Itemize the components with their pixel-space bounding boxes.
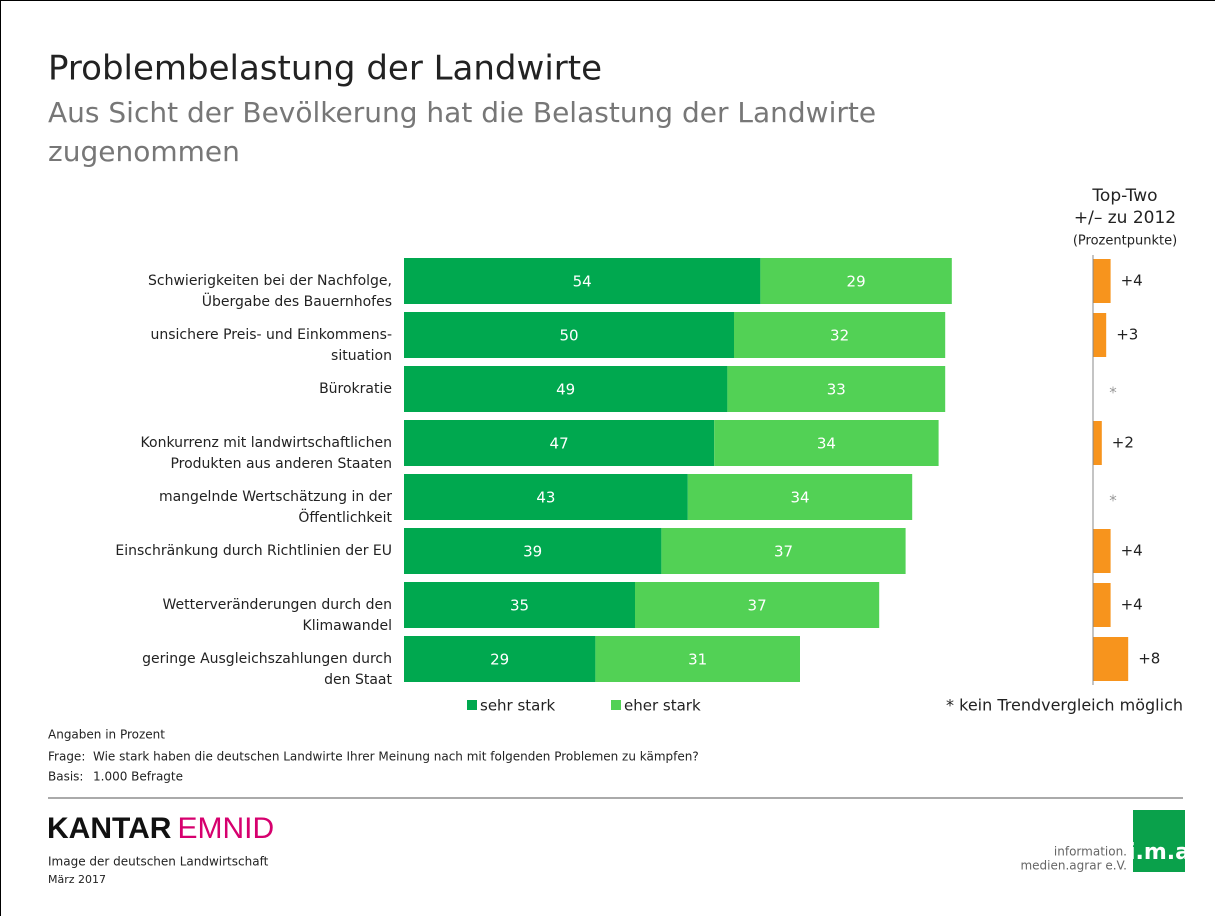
bar-segment: [404, 474, 688, 520]
bar-segment: [595, 636, 800, 682]
change-bar: [1093, 637, 1129, 681]
note: 1.000 Befragte: [93, 770, 183, 784]
ima-logo: i.m.a: [1128, 840, 1190, 865]
data-label: 43: [536, 489, 555, 507]
bar-segment: [760, 258, 952, 304]
change-bar: [1093, 529, 1111, 573]
bar-segment: [687, 474, 913, 520]
data-label: 39: [523, 543, 542, 561]
category-label: Bürokratie: [319, 381, 392, 397]
change-bar: [1093, 583, 1111, 627]
subtitle: Aus Sicht der Bevölkerung hat die Belast…: [48, 96, 876, 168]
category-label: geringe Ausgleichszahlungen durch den Sta…: [142, 651, 392, 688]
ima-box: [1133, 810, 1185, 872]
bar-segment: [727, 366, 946, 412]
category-label: unsichere Preis- und Einkommens-situatio…: [150, 327, 392, 364]
change-label: +2: [1112, 434, 1134, 452]
change-label: +3: [1116, 326, 1138, 344]
bar-segment: [404, 258, 761, 304]
change-label: +8: [1138, 650, 1160, 668]
change-label: +4: [1121, 542, 1143, 560]
data-label: 54: [573, 273, 592, 291]
bar-segment: [734, 312, 946, 358]
bar-segment: [404, 420, 715, 466]
bar-segment: [404, 366, 728, 412]
ima-text: information.: [1054, 845, 1127, 859]
change-bar: [1093, 421, 1102, 465]
data-label: 34: [790, 489, 809, 507]
legend-swatch: [467, 700, 477, 710]
legend-label: eher stark: [624, 697, 701, 715]
data-label: 47: [550, 435, 569, 453]
category-label: Wetterveränderungen durch den Klimawandel: [162, 597, 392, 634]
bar-segment: [635, 582, 880, 628]
change-bar: [1093, 313, 1107, 357]
legend-swatch: [611, 700, 621, 710]
bar-segment: [661, 528, 906, 574]
data-label: 32: [830, 327, 849, 345]
change-label: *: [1109, 384, 1117, 402]
date: März 2017: [48, 873, 106, 886]
note: Frage:: [48, 750, 85, 764]
category-label: mangelnde Wertschätzung in der Öffentlich…: [159, 489, 393, 526]
brand-kantar: KANTAR: [47, 812, 172, 845]
change-label: +4: [1121, 272, 1143, 290]
category-label: Konkurrenz mit landwirtschaftlichen Produ…: [141, 435, 392, 472]
brand: KANTAR EMNID: [47, 812, 274, 845]
change-subtitle: (Prozentpunkte): [1073, 234, 1177, 249]
data-label: 34: [817, 435, 836, 453]
bar-segment: [714, 420, 939, 466]
category-label: Einschränkung durch Richtlinien der EU: [115, 543, 392, 559]
note: Angaben in Prozent: [48, 728, 165, 742]
bar-segment: [404, 636, 596, 682]
data-label: 37: [748, 597, 767, 615]
bar-segment: [404, 528, 662, 574]
data-label: 35: [510, 597, 529, 615]
change-label: *: [1109, 492, 1117, 510]
data-label: 50: [559, 327, 578, 345]
study: Image der deutschen Landwirtschaft: [48, 855, 269, 869]
bar-segment: [404, 582, 635, 628]
data-label: 29: [490, 651, 509, 669]
change-note: * kein Trendvergleich möglich: [946, 696, 1183, 715]
note: Wie stark haben die deutschen Landwirte …: [93, 750, 699, 764]
legend-label: sehr stark: [480, 697, 556, 715]
change-bar: [1093, 259, 1111, 303]
title: Problembelastung der Landwirte: [48, 49, 602, 89]
data-label: 29: [847, 273, 866, 291]
note: Basis:: [48, 770, 83, 784]
data-label: 37: [774, 543, 793, 561]
data-label: 33: [827, 381, 846, 399]
brand-emnid: EMNID: [177, 812, 274, 845]
ima-text: medien.agrar e.V.: [1020, 859, 1127, 873]
bar-segment: [404, 312, 734, 358]
category-label: Schwierigkeiten bei der Nachfolge, Überga…: [148, 273, 392, 310]
data-label: 31: [688, 651, 707, 669]
change-label: +4: [1121, 596, 1143, 614]
data-label: 49: [556, 381, 575, 399]
change-title: Top-Two +/– zu 2012: [1074, 186, 1176, 228]
